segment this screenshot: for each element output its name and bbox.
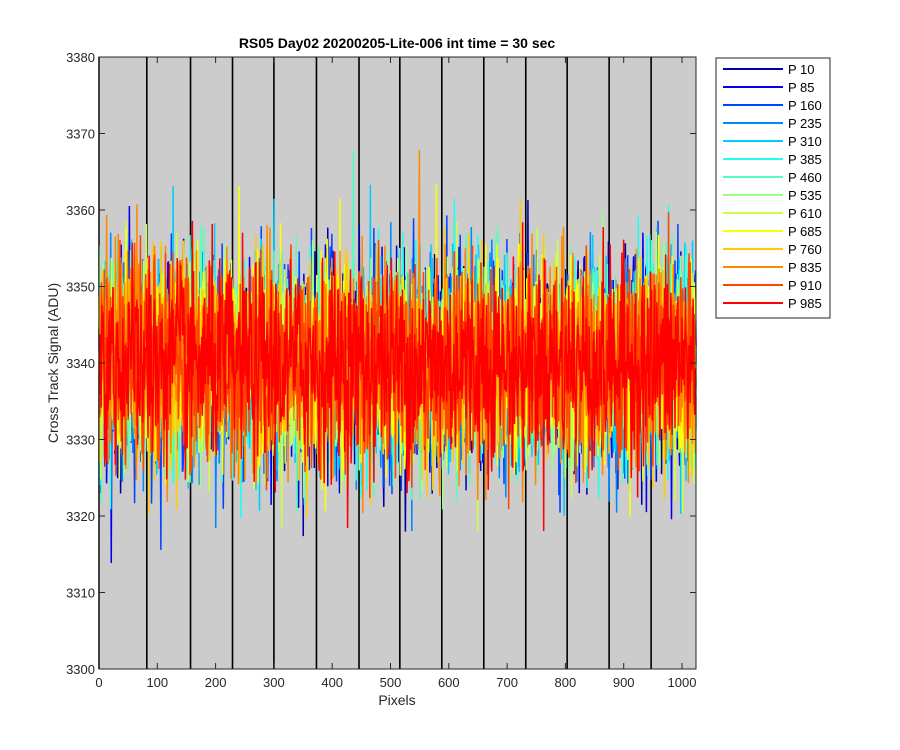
legend-entry-12: P 910: [788, 278, 822, 293]
y-tick-label-3: 3330: [66, 433, 95, 448]
y-tick-label-2: 3320: [66, 509, 95, 524]
y-tick-label-1: 3310: [66, 586, 95, 601]
x-tick-label-9: 900: [613, 675, 635, 690]
x-tick-label-7: 700: [496, 675, 518, 690]
x-tick-label-0: 0: [95, 675, 102, 690]
legend-entry-6: P 460: [788, 170, 822, 185]
series-line-13: [98, 220, 697, 532]
legend-entry-0: P 10: [788, 62, 815, 77]
legend-entry-2: P 160: [788, 98, 822, 113]
x-tick-label-4: 400: [321, 675, 343, 690]
legend-entry-3: P 235: [788, 116, 822, 131]
chart-title: RS05 Day02 20200205-Lite-006 int time = …: [239, 35, 556, 51]
legend-entry-11: P 835: [788, 260, 822, 275]
y-axis-title: Cross Track Signal (ADU): [45, 283, 61, 443]
x-tick-label-10: 1000: [668, 675, 697, 690]
legend: P 10 P 85 P 160 P 235 P 310 P 385 P 460 P 535 P …: [715, 57, 831, 319]
legend-box: [715, 57, 831, 319]
x-tick-label-8: 800: [555, 675, 577, 690]
legend-entry-7: P 535: [788, 188, 822, 203]
y-tick-label-6: 3360: [66, 203, 95, 218]
x-tick-label-6: 600: [438, 675, 460, 690]
legend-entry-8: P 610: [788, 206, 822, 221]
x-tick-label-1: 100: [146, 675, 168, 690]
x-axis-ticks: 0 100 200 300 400 500 600 700 800 900 1000: [95, 57, 696, 690]
y-tick-label-8: 3380: [66, 50, 95, 65]
x-tick-label-5: 500: [380, 675, 402, 690]
series-lines: [98, 149, 697, 563]
y-tick-label-0: 3300: [66, 662, 95, 677]
legend-entry-5: P 385: [788, 152, 822, 167]
y-tick-label-4: 3340: [66, 356, 95, 371]
legend-entry-10: P 760: [788, 242, 822, 257]
y-tick-label-5: 3350: [66, 280, 95, 295]
x-axis-title: Pixels: [378, 692, 415, 708]
x-tick-label-3: 300: [263, 675, 285, 690]
legend-entry-4: P 310: [788, 134, 822, 149]
legend-entry-9: P 685: [788, 224, 822, 239]
y-axis-ticks: 3300 3310 3320 3330 3340 3350 3360 3370 3380: [66, 50, 696, 677]
legend-entry-1: P 85: [788, 80, 815, 95]
y-tick-label-7: 3370: [66, 127, 95, 142]
x-tick-label-2: 200: [205, 675, 227, 690]
legend-entry-13: P 985: [788, 296, 822, 311]
